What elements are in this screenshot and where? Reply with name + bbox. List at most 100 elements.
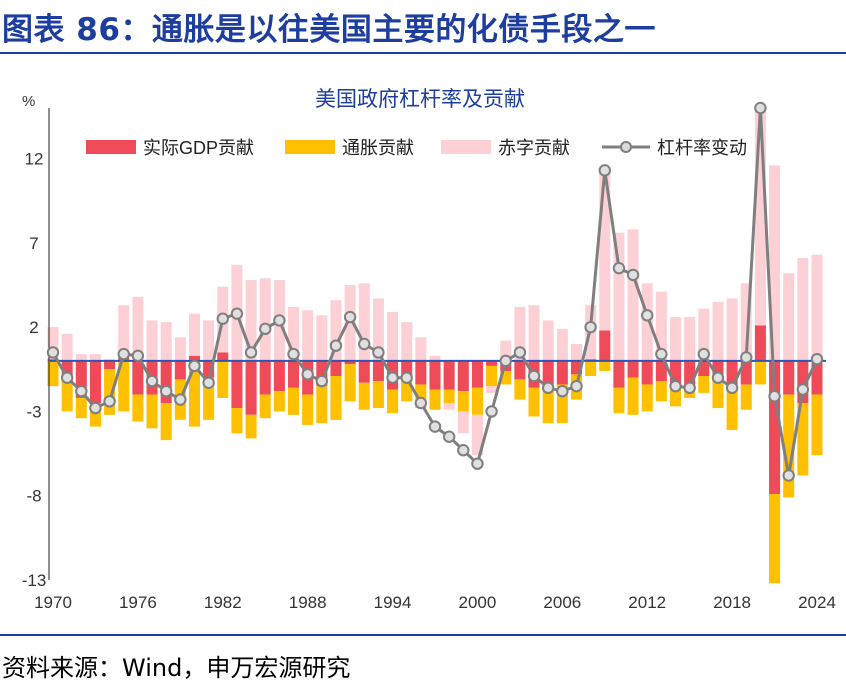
bar-inflation [471,387,483,415]
bar-inflation [372,381,384,409]
report-header: 图表 86：通胀是以往美国主要的化债手段之一 [0,0,846,48]
leverage-point [131,349,145,362]
x-tick-label: 2000 [459,593,497,612]
bar-deficit [174,337,186,361]
bar-inflation [486,365,498,387]
bar-inflation [783,394,795,498]
leverage-point [230,307,244,320]
leverage-point [711,371,725,384]
bar-inflation [273,391,285,412]
leverage-point [315,374,329,388]
bar-real-gdp [627,360,639,378]
bar-inflation [740,384,752,410]
bar-real-gdp [330,360,342,377]
bar-deficit [556,328,568,361]
bar-deficit [500,340,512,361]
bar-inflation [415,384,427,409]
bar-inflation [797,403,809,476]
bar-inflation [104,369,116,415]
bar-deficit [457,411,469,434]
bar-deficit [316,315,328,361]
bar-deficit [740,283,752,361]
bar-deficit [783,273,795,361]
bar-inflation [203,377,215,420]
x-tick-label: 1970 [34,593,72,612]
bar-real-gdp [273,360,285,392]
legend-swatch-inflation [285,140,335,154]
bar-real-gdp [104,360,116,370]
bar-deficit [118,305,130,358]
legend-label-real-gdp: 实际GDP贡献 [143,138,254,158]
leverage-point [343,310,357,324]
bar-real-gdp [174,360,186,380]
bar-inflation [627,377,639,415]
x-tick-label: 2006 [543,593,581,612]
bar-inflation [443,389,455,403]
chart-title: 美国政府杠杆率及贡献 [315,88,525,111]
bar-real-gdp [288,360,300,388]
legend: 实际GDP贡献 通胀贡献 赤字贡献 杠杆率变动 [86,138,747,158]
bar-real-gdp [754,325,766,361]
bar-deficit [132,296,144,361]
leverage-point [655,347,668,361]
y-tick-label: -8 [26,487,41,506]
bar-deficit [330,300,342,361]
leverage-point [697,347,711,361]
bar-deficit [302,310,314,361]
bar-inflation [188,360,200,427]
bar-deficit [797,258,809,361]
bar-deficit [89,354,101,361]
x-tick-label: 2012 [628,593,666,612]
chart-container: 美国政府杠杆率及贡献 % 12 7 2 -3 -8 -13 1970 1976 1982 198… [0,56,846,632]
leverage-point [598,164,611,177]
bar-deficit [641,283,653,361]
leverage-point [626,268,640,282]
bar-inflation [401,376,413,402]
legend-label-deficit: 赤字贡献 [498,138,570,158]
bar-inflation [556,384,568,424]
leverage-point [216,312,229,325]
bar-deficit [486,386,498,393]
line-layer [46,101,824,482]
leverage-point [740,351,753,364]
bar-deficit [387,311,399,361]
bar-deficit [570,344,582,361]
leverage-point [541,381,555,395]
legend-swatch-real-gdp [86,140,136,154]
bar-inflation [259,394,271,419]
bar-deficit [542,320,554,361]
bar-real-gdp [344,360,356,365]
leverage-point [259,322,272,336]
leverage-point [287,347,300,361]
legend-swatch-deficit [441,140,491,154]
bar-real-gdp [726,360,738,390]
leverage-point [669,379,682,393]
leverage-point [570,379,583,393]
y-tick-labels: 12 7 2 -3 -8 -13 [22,150,47,590]
leverage-chart: 美国政府杠杆率及贡献 % 12 7 2 -3 -8 -13 1970 1976 1982 198… [22,88,836,612]
bar-inflation [655,381,667,402]
leverage-point [159,385,173,398]
leverage-point [273,314,286,327]
leverage-point [810,352,824,366]
leverage-point [796,383,810,396]
leverage-point [471,457,484,470]
bar-real-gdp [486,360,498,366]
leverage-point [117,347,130,361]
bar-real-gdp [613,360,625,388]
leverage-point [174,393,187,406]
bar-deficit [471,414,483,456]
bar-deficit [712,301,724,361]
bar-real-gdp [542,360,554,387]
bar-real-gdp [655,360,667,382]
x-tick-label: 1982 [204,593,242,612]
y-tick-label: -13 [22,571,47,590]
x-tick-label: 2018 [713,593,751,612]
bar-real-gdp [684,360,696,388]
bar-inflation [429,389,441,410]
bar-real-gdp [641,360,653,385]
y-tick-label: -3 [26,402,41,421]
bar-deficit [415,337,427,361]
bar-deficit [726,298,738,361]
bar-real-gdp [457,360,469,392]
